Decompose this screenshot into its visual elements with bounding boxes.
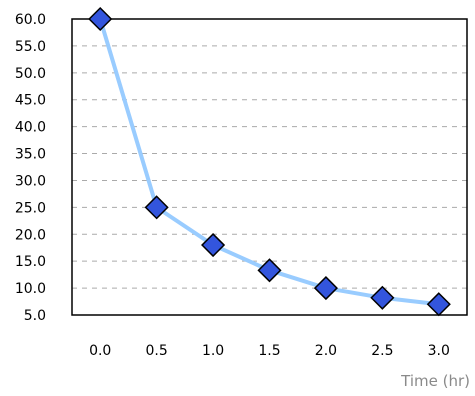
data-point-marker xyxy=(257,258,282,283)
data-point-marker xyxy=(426,292,451,317)
y-tick-label: 60.0 xyxy=(15,12,46,28)
y-tick-label: 10.0 xyxy=(15,281,46,297)
y-tick-label: 50.0 xyxy=(15,66,46,82)
data-point-marker xyxy=(144,195,169,220)
data-point-marker xyxy=(313,276,338,301)
y-tick-label: 20.0 xyxy=(15,227,46,243)
axis-layer xyxy=(71,18,468,316)
x-tick-label: 0.0 xyxy=(89,343,111,359)
y-tick-label: 25.0 xyxy=(15,200,46,216)
y-tick-label: 55.0 xyxy=(15,39,46,55)
x-tick-label: 3.0 xyxy=(428,343,450,359)
x-tick-label: 2.5 xyxy=(371,343,393,359)
y-tick-label: 35.0 xyxy=(15,147,46,163)
x-tick-label: 2.0 xyxy=(315,343,337,359)
x-tick-label: 1.0 xyxy=(202,343,224,359)
data-point-marker xyxy=(88,6,113,32)
x-tick-labels: 0.0 0.5 1.0 1.5 2.0 2.5 3.0 xyxy=(89,343,450,359)
plot-frame xyxy=(71,18,468,316)
y-tick-label: 5.0 xyxy=(24,308,46,324)
y-tick-label: 40.0 xyxy=(15,120,46,136)
y-tick-labels: 60.0 55.0 50.0 45.0 40.0 35.0 30.0 25.0 20.0 15.0… xyxy=(15,12,46,324)
marker-layer xyxy=(88,6,451,317)
x-tick-label: 1.5 xyxy=(258,343,280,359)
data-point-marker xyxy=(201,232,226,258)
data-point-marker xyxy=(370,285,395,310)
y-tick-label: 45.0 xyxy=(15,93,46,109)
grid-layer xyxy=(72,45,467,289)
x-tick-label: 0.5 xyxy=(146,343,168,359)
y-tick-label: 30.0 xyxy=(15,173,46,189)
x-axis-label: Time (hr) xyxy=(400,372,470,390)
y-tick-label: 15.0 xyxy=(15,254,46,270)
